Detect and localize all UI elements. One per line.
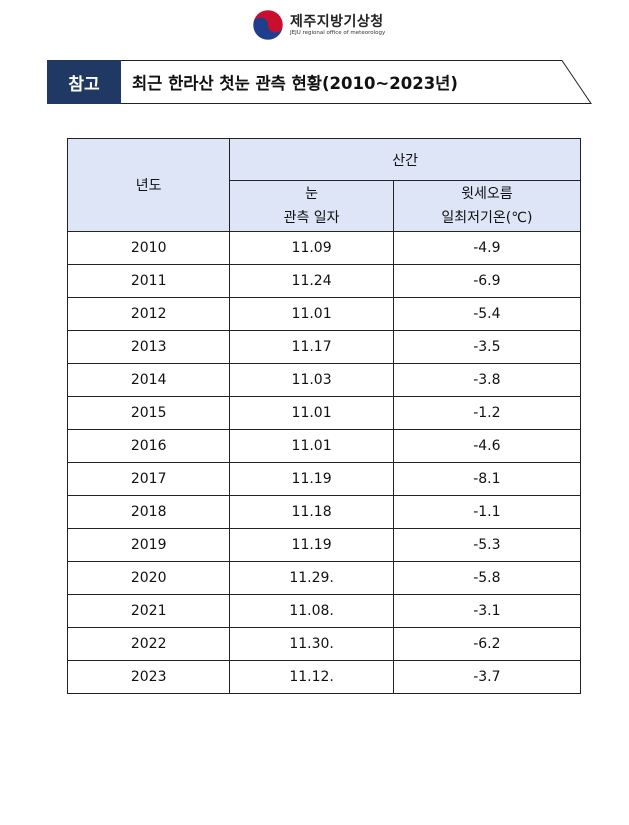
cell-year: 2012 xyxy=(66,297,231,331)
cell-min-temp: -8.1 xyxy=(392,462,582,496)
cell-min-temp: -5.8 xyxy=(392,561,582,595)
cell-min-temp: -4.6 xyxy=(392,429,582,463)
cell-min-temp: -3.8 xyxy=(392,363,582,397)
table-row: 2010 11.09 -4.9 xyxy=(66,231,582,265)
cell-snow-date: 11.03 xyxy=(229,363,394,397)
table-row: 2023 11.12. -3.7 xyxy=(66,660,582,694)
header-min-temp-line1: 윗세오름 xyxy=(461,186,513,202)
cell-min-temp: -6.9 xyxy=(392,264,582,298)
cell-min-temp: -6.2 xyxy=(392,627,582,661)
table-row: 2017 11.19 -8.1 xyxy=(66,462,582,496)
org-name-en: JEJU regional office of meteorology xyxy=(290,30,386,36)
taegeuk-emblem-icon xyxy=(252,9,284,41)
page-title: 최근 한라산 첫눈 관측 현황(2010~2023년) xyxy=(132,74,458,93)
header-min-temp-line2: 일최저기온(℃) xyxy=(441,210,533,226)
cell-snow-date: 11.08. xyxy=(229,594,394,628)
cell-snow-date: 11.18 xyxy=(229,495,394,529)
cell-year: 2022 xyxy=(66,627,231,661)
cell-snow-date: 11.19 xyxy=(229,462,394,496)
org-name-kr: 제주지방기상청 xyxy=(290,14,384,30)
table-row: 2021 11.08. -3.1 xyxy=(66,594,582,628)
table-row: 2016 11.01 -4.6 xyxy=(66,429,582,463)
cell-min-temp: -3.1 xyxy=(392,594,582,628)
cell-year: 2015 xyxy=(66,396,231,430)
cell-snow-date: 11.29. xyxy=(229,561,394,595)
cell-year: 2010 xyxy=(66,231,231,265)
cell-year: 2018 xyxy=(66,495,231,529)
table-row: 2013 11.17 -3.5 xyxy=(66,330,582,364)
cell-min-temp: -5.3 xyxy=(392,528,582,562)
table-row: 2018 11.18 -1.1 xyxy=(66,495,582,529)
cell-year: 2013 xyxy=(66,330,231,364)
cell-min-temp: -4.9 xyxy=(392,231,582,265)
table-row: 2022 11.30. -6.2 xyxy=(66,627,582,661)
cell-min-temp: -1.2 xyxy=(392,396,582,430)
cell-snow-date: 11.12. xyxy=(229,660,394,694)
cell-snow-date: 11.30. xyxy=(229,627,394,661)
cell-year: 2016 xyxy=(66,429,231,463)
header-year: 년도 xyxy=(66,138,231,232)
header-min-temp: 윗세오름 일최저기온(℃) xyxy=(392,180,582,232)
cell-snow-date: 11.01 xyxy=(229,297,394,331)
cell-snow-date: 11.17 xyxy=(229,330,394,364)
cell-year: 2019 xyxy=(66,528,231,562)
cell-min-temp: -1.1 xyxy=(392,495,582,529)
table-row: 2020 11.29. -5.8 xyxy=(66,561,582,595)
cell-min-temp: -3.7 xyxy=(392,660,582,694)
cell-snow-date: 11.01 xyxy=(229,429,394,463)
kma-logo: 제주지방기상청 JEJU regional office of meteorol… xyxy=(252,9,392,41)
cell-snow-date: 11.24 xyxy=(229,264,394,298)
table-row: 2012 11.01 -5.4 xyxy=(66,297,582,331)
cell-year: 2021 xyxy=(66,594,231,628)
cell-snow-date: 11.19 xyxy=(229,528,394,562)
cell-min-temp: -5.4 xyxy=(392,297,582,331)
header-snow-date: 눈 관측 일자 xyxy=(229,180,394,232)
table-row: 2014 11.03 -3.8 xyxy=(66,363,582,397)
table-row: 2019 11.19 -5.3 xyxy=(66,528,582,562)
cell-snow-date: 11.09 xyxy=(229,231,394,265)
table-row: 2015 11.01 -1.2 xyxy=(66,396,582,430)
header-snow-date-line2: 관측 일자 xyxy=(283,210,340,226)
cell-year: 2017 xyxy=(66,462,231,496)
reference-badge: 참고 xyxy=(47,60,121,104)
cell-min-temp: -3.5 xyxy=(392,330,582,364)
header-group-mountain: 산간 xyxy=(229,138,581,181)
table-row: 2011 11.24 -6.9 xyxy=(66,264,582,298)
cell-year: 2014 xyxy=(66,363,231,397)
title-bar: 참고 최근 한라산 첫눈 관측 현황(2010~2023년) xyxy=(47,60,592,104)
first-snow-table: 년도 산간 눈 관측 일자 윗세오름 일최저기온(℃) 2010 11.09 -4.… xyxy=(66,138,582,694)
cell-year: 2023 xyxy=(66,660,231,694)
cell-year: 2011 xyxy=(66,264,231,298)
cell-snow-date: 11.01 xyxy=(229,396,394,430)
header-snow-date-line1: 눈 xyxy=(305,186,319,202)
cell-year: 2020 xyxy=(66,561,231,595)
